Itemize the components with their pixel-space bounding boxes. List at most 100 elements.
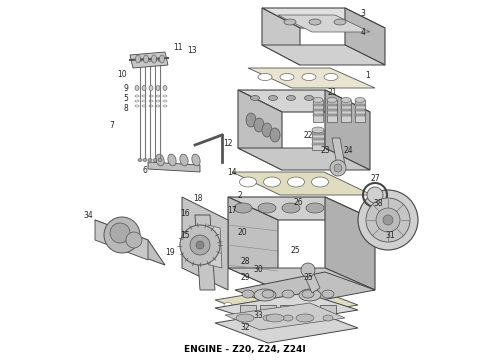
Polygon shape [235,272,375,308]
Ellipse shape [299,302,307,307]
Ellipse shape [153,158,157,162]
Text: 16: 16 [180,208,190,217]
Polygon shape [130,52,168,68]
Text: 10: 10 [117,69,127,78]
Ellipse shape [263,315,273,321]
Ellipse shape [143,59,147,62]
Polygon shape [228,197,375,220]
Ellipse shape [302,290,314,298]
Text: 20: 20 [237,228,247,237]
Bar [341,104,351,106]
Polygon shape [228,268,375,290]
Text: 13: 13 [187,45,197,54]
Bar [327,100,337,122]
Polygon shape [248,68,375,88]
Text: 3: 3 [361,9,366,18]
Text: 35: 35 [303,274,313,283]
Ellipse shape [303,315,313,321]
Ellipse shape [287,95,295,100]
Ellipse shape [309,19,321,25]
Ellipse shape [302,73,316,81]
Bar [313,104,323,106]
Bar [341,100,351,122]
Ellipse shape [313,98,323,103]
Polygon shape [208,225,222,268]
Ellipse shape [168,154,176,166]
Polygon shape [238,90,370,112]
Bar [312,138,324,140]
Text: 30: 30 [253,266,263,274]
Ellipse shape [258,73,272,81]
Polygon shape [238,90,282,170]
Ellipse shape [160,55,165,63]
Text: 5: 5 [123,94,128,103]
Polygon shape [195,215,215,290]
Ellipse shape [156,86,160,90]
Text: 38: 38 [373,198,383,207]
Polygon shape [300,305,316,318]
Text: 8: 8 [123,104,128,113]
Ellipse shape [262,123,272,137]
Ellipse shape [299,289,321,301]
Text: 4: 4 [361,27,366,36]
Ellipse shape [148,59,152,62]
Polygon shape [278,15,370,32]
Ellipse shape [274,302,282,307]
Circle shape [301,263,315,277]
Text: 29: 29 [240,274,250,283]
Ellipse shape [306,203,324,213]
Polygon shape [228,197,278,290]
Ellipse shape [324,302,332,307]
Text: 33: 33 [253,310,263,320]
Text: 12: 12 [223,139,233,148]
Ellipse shape [151,55,156,63]
Circle shape [366,198,410,242]
Bar [327,104,337,106]
Ellipse shape [312,177,328,187]
Circle shape [190,235,210,255]
Polygon shape [215,308,358,343]
Ellipse shape [296,314,314,322]
Ellipse shape [142,86,146,90]
Ellipse shape [280,73,294,81]
Ellipse shape [149,86,153,90]
Ellipse shape [355,98,365,103]
Polygon shape [280,305,296,318]
Ellipse shape [144,55,148,63]
Polygon shape [182,197,228,290]
Polygon shape [320,305,336,318]
Ellipse shape [322,290,334,298]
Ellipse shape [254,289,276,301]
Text: 1: 1 [366,71,370,80]
Circle shape [110,223,130,243]
Text: 24: 24 [343,145,353,154]
Ellipse shape [158,158,162,162]
Bar [355,100,365,122]
Ellipse shape [282,290,294,298]
Polygon shape [215,285,358,320]
Text: 14: 14 [227,167,237,176]
Circle shape [358,190,418,250]
Ellipse shape [138,158,142,162]
Polygon shape [325,90,370,170]
Polygon shape [260,305,276,318]
Text: 2: 2 [238,190,243,199]
Text: ENGINE - Z20, Z24, Z24I: ENGINE - Z20, Z24, Z24I [184,345,306,354]
Ellipse shape [240,177,256,187]
Ellipse shape [249,302,257,307]
Ellipse shape [136,55,141,63]
Bar [313,109,323,111]
Ellipse shape [192,154,200,166]
Ellipse shape [242,290,254,298]
Text: 27: 27 [370,174,380,183]
Text: 19: 19 [165,248,175,257]
Ellipse shape [148,158,152,162]
Bar [355,104,365,106]
Ellipse shape [341,98,351,103]
Ellipse shape [262,290,274,298]
Ellipse shape [264,177,280,187]
Polygon shape [325,197,375,290]
Polygon shape [345,8,385,65]
Bar [313,114,323,116]
Polygon shape [95,220,165,265]
